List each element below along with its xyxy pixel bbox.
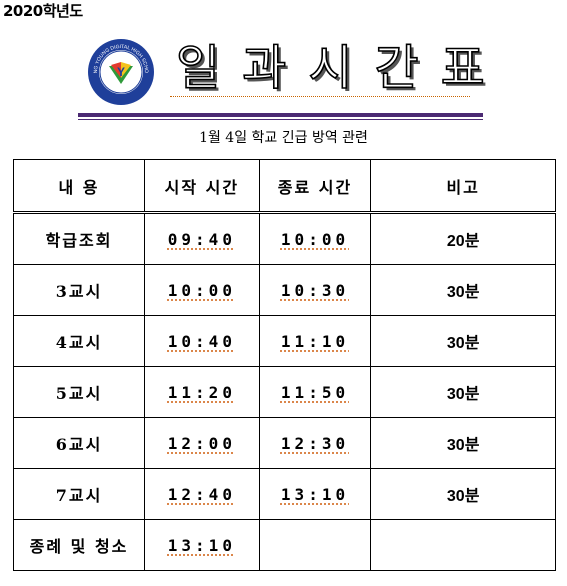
end-time: 13:10 (280, 484, 350, 504)
start-time: 12:40 (167, 484, 236, 504)
end-time: 12:30 (280, 433, 350, 453)
row-note: 30분 (370, 366, 556, 418)
start-time: 10:40 (167, 331, 236, 351)
end-time: 11:50 (280, 382, 350, 402)
header-start-time: 시작 시간 (144, 159, 260, 214)
row-note: 30분 (370, 315, 556, 367)
divider-thin (78, 119, 483, 120)
divider-thick (78, 113, 483, 117)
end-time: 11:10 (280, 331, 350, 351)
start-time: 09:40 (167, 229, 236, 249)
start-time: 10:00 (167, 280, 236, 300)
schedule-table: 내 용 시작 시간 종료 시간 비고 학급조회 09:40 10:00 20분 … (12, 159, 556, 571)
header-end-time: 종료 시간 (258, 159, 372, 214)
page-title: 일과시간표 (175, 39, 507, 97)
school-emblem-icon: Y YANG YOUNG DIGITAL HIGH SCHOOL (87, 38, 154, 105)
svg-text:Y: Y (117, 65, 125, 79)
start-time: 13:10 (167, 535, 236, 555)
row-label: 7교시 (12, 468, 146, 520)
row-label: 6교시 (12, 417, 146, 469)
row-note: 30분 (370, 417, 556, 469)
row-label: 3교시 (12, 264, 146, 316)
table-row: 종례 및 청소 13:10 (12, 519, 556, 571)
row-note: 30분 (370, 468, 556, 520)
table-header-row: 내 용 시작 시간 종료 시간 비고 (12, 159, 556, 214)
table-row: 4교시 10:40 11:10 30분 (12, 315, 556, 367)
row-label: 5교시 (12, 366, 146, 418)
table-row: 5교시 11:20 11:50 30분 (12, 366, 556, 418)
header-content: 내 용 (12, 159, 146, 214)
table-row: 학급조회 09:40 10:00 20분 (12, 212, 556, 265)
table-row: 6교시 12:00 12:30 30분 (12, 417, 556, 469)
title-underline (170, 96, 470, 97)
row-note: 30분 (370, 264, 556, 316)
row-label: 4교시 (12, 315, 146, 367)
row-label: 종례 및 청소 (12, 519, 146, 571)
header-note: 비고 (370, 159, 556, 214)
row-note: 20분 (370, 212, 556, 265)
subtitle: 1월 4일 학교 긴급 방역 관련 (199, 130, 368, 146)
row-note (370, 519, 556, 571)
end-time: 10:30 (280, 280, 350, 300)
start-time: 11:20 (167, 382, 236, 402)
table-row: 3교시 10:00 10:30 30분 (12, 264, 556, 316)
row-label: 학급조회 (12, 212, 146, 265)
end-time: 10:00 (280, 229, 350, 249)
table-row: 7교시 12:40 13:10 30분 (12, 468, 556, 520)
start-time: 12:00 (167, 433, 236, 453)
school-year: 2020학년도 (3, 2, 83, 20)
